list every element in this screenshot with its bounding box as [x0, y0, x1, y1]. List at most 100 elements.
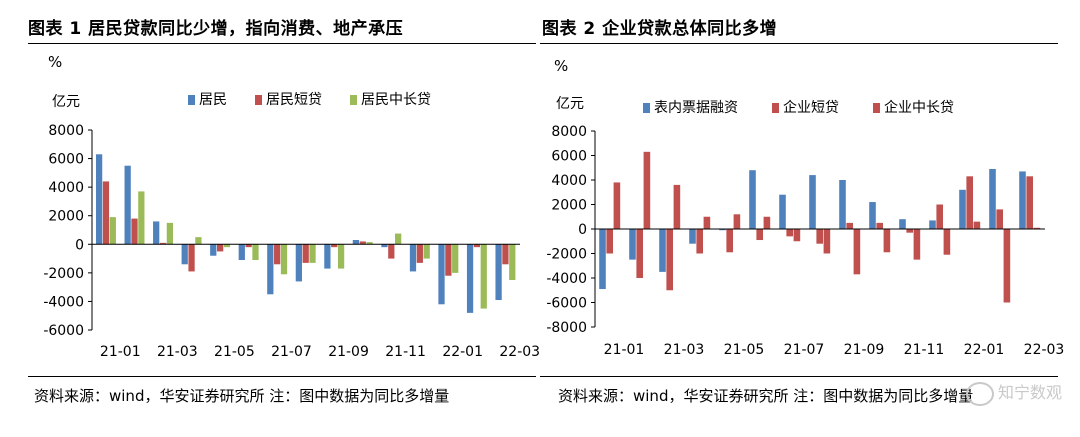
bar-居民-21-09 [324, 244, 331, 269]
bar-居民短贷-21-02 [131, 218, 138, 245]
bar-居民短贷-21-01 [102, 181, 110, 245]
bar-企业短贷-21-12 [936, 204, 943, 229]
x-tick-label: 21-11 [904, 342, 945, 358]
bar-居民-22-03 [495, 244, 502, 300]
bar-居民-21-02 [124, 165, 131, 245]
legend-label: 企业中长贷 [884, 99, 954, 116]
bar-居民中长贷-21-04 [195, 237, 202, 245]
bar-居民短贷-21-10 [359, 241, 366, 245]
y-tick-label: 4000 [551, 173, 587, 189]
bar-表内票据融资-21-07 [779, 194, 786, 229]
bar-企业短贷-21-01 [606, 229, 613, 254]
legend-label: 表内票据融资 [654, 100, 738, 116]
bar-居民-22-02 [466, 244, 474, 313]
bar-居民短贷-21-11 [388, 244, 395, 259]
bar-居民-21-03 [153, 221, 160, 245]
bar-企业中长贷-22-02 [1003, 229, 1011, 303]
bar-企业中长贷-21-11 [913, 229, 921, 260]
bar-表内票据融资-21-11 [899, 219, 906, 229]
bar-居民-21-10 [352, 240, 360, 245]
x-tick-label: 21-07 [784, 342, 825, 358]
bar-居民-21-04 [181, 244, 188, 265]
bar-企业短贷-21-02 [636, 229, 643, 278]
chart-1-percent-label: % [48, 53, 63, 71]
x-tick-label: 21-11 [385, 344, 426, 360]
bar-居民短贷-21-07 [274, 244, 281, 265]
x-tick-label: 21-03 [664, 342, 705, 358]
y-tick-label: 6000 [48, 152, 84, 168]
bar-居民中长贷-21-06 [252, 244, 259, 260]
bar-居民中长贷-21-08 [309, 244, 316, 263]
y-tick-label: -6000 [546, 296, 587, 312]
bar-表内票据融资-21-01 [599, 229, 606, 290]
legend-swatch [873, 103, 880, 113]
x-tick-label: 21-09 [328, 344, 369, 360]
x-tick-label: 21-01 [100, 344, 141, 360]
y-tick-label: 0 [75, 237, 84, 253]
chart-panel-1: 图表 1 居民贷款同比少增，指向消费、地产承压 % 亿元 8000 6000 400… [28, 19, 540, 405]
bar-企业中长贷-21-01 [613, 182, 621, 229]
bar-企业短贷-21-08 [816, 229, 823, 244]
watermark-text: 知宁数观 [997, 383, 1062, 402]
bar-居民中长贷-21-09 [337, 244, 345, 269]
bar-企业中长贷-21-07 [793, 229, 801, 242]
bar-表内票据融资-22-02 [989, 168, 996, 229]
chart-2-title: 图表 2 企业贷款总体同比多增 [542, 19, 778, 39]
bar-居民短贷-21-04 [188, 244, 195, 272]
bar-表内票据融资-22-01 [959, 189, 966, 229]
chart-1-plot: 8000 6000 4000 2000 0 -2000 -4000 -6000 21-01 21-… [43, 92, 540, 360]
bar-表内票据融资-21-02 [629, 229, 636, 260]
bar-企业短贷-21-09 [846, 222, 853, 230]
x-tick-label: 22-01 [442, 344, 483, 360]
chart-1-top-rule [28, 43, 536, 44]
y-tick-label: -4000 [43, 294, 84, 310]
legend-swatch [350, 95, 357, 105]
bar-居民中长贷-21-07 [280, 244, 288, 275]
chart-2-percent-label: % [554, 57, 569, 75]
bar-居民-21-05 [210, 244, 217, 256]
y-tick-label: 8000 [48, 123, 84, 139]
bar-表内票据融资-21-12 [929, 220, 936, 229]
bar-居民-22-01 [438, 244, 445, 305]
x-tick-label: 21-07 [271, 344, 312, 360]
bar-居民-21-11 [381, 244, 388, 248]
bar-企业中长贷-21-05 [733, 214, 741, 229]
chart-2-source: 资料来源：wind，华安证券研究所 注：图中数据为同比多增量 [558, 387, 974, 405]
chart-2-bottom-rule [540, 376, 1058, 377]
legend-swatch [643, 103, 650, 113]
bar-企业短贷-22-01 [966, 176, 973, 229]
bar-居民中长贷-21-11 [395, 233, 402, 245]
y-tick-label: -6000 [43, 323, 84, 339]
bar-企业短贷-21-11 [906, 229, 913, 233]
chart-1-bottom-rule [28, 376, 536, 377]
bar-企业中长贷-21-06 [763, 216, 771, 229]
chart-1-title: 图表 1 居民贷款同比少增，指向消费、地产承压 [28, 19, 404, 39]
bar-居民短贷-21-03 [159, 242, 167, 245]
bar-企业中长贷-22-01 [973, 221, 981, 229]
bar-居民中长贷-21-10 [366, 242, 373, 245]
bar-表内票据融资-22-03 [1019, 171, 1026, 229]
bar-企业短贷-21-04 [696, 229, 703, 254]
bar-居民中长贷-22-03 [509, 244, 516, 280]
bar-居民短贷-21-05 [216, 244, 224, 252]
y-tick-label: -2000 [43, 266, 84, 282]
bar-居民-21-12 [409, 244, 417, 272]
bar-表内票据融资-21-06 [749, 170, 756, 229]
legend-swatch [255, 95, 262, 105]
chart-2-plot: 8000 6000 4000 2000 0 -2000 -4000 -6000 -8000 21-… [546, 99, 1064, 358]
bar-居民短贷-21-12 [416, 244, 423, 263]
bar-居民短贷-22-02 [473, 244, 481, 248]
bar-居民中长贷-21-12 [423, 244, 430, 259]
bar-居民-21-08 [295, 244, 302, 282]
legend-swatch [772, 103, 779, 113]
bar-企业中长贷-21-08 [823, 229, 831, 254]
bar-表内票据融资-21-04 [689, 229, 696, 244]
y-tick-label: -8000 [546, 320, 587, 336]
y-tick-label: 8000 [551, 124, 587, 140]
bar-企业中长贷-21-02 [643, 151, 651, 229]
bar-居民-21-01 [95, 154, 103, 245]
bar-企业中长贷-21-12 [943, 229, 951, 255]
legend-swatch [188, 95, 195, 105]
y-tick-label: 4000 [48, 180, 84, 196]
chart-1-source: 资料来源：wind，华安证券研究所 注：图中数据为同比多增量 [34, 387, 450, 405]
